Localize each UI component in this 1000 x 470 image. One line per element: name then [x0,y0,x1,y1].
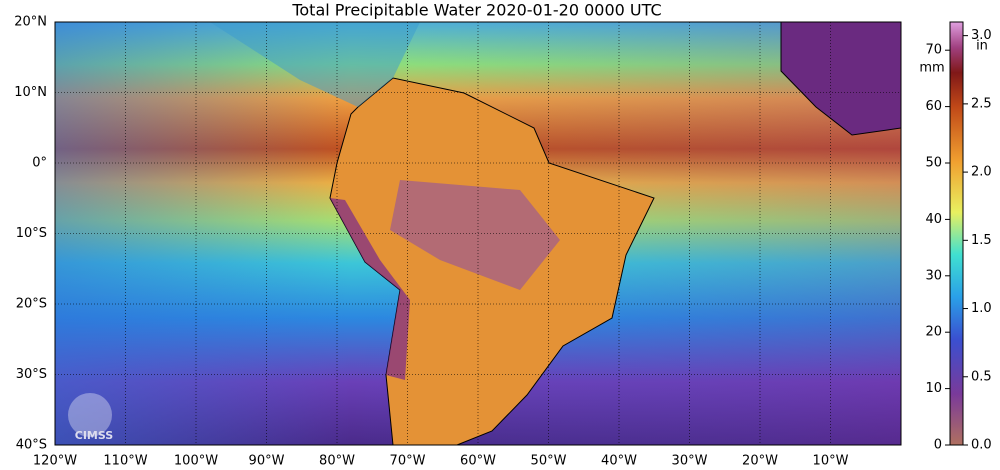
lon-tick-label: 40°W [601,454,637,469]
lat-tick-label: 10°S [16,226,47,241]
in-tick-label: 0.5 [971,369,992,384]
colorbar-unit-in: in [976,39,988,54]
mm-tick-label: 10 [925,381,942,396]
lon-tick-label: 90°W [249,454,285,469]
mm-tick-label: 30 [925,268,942,283]
lon-tick-label: 120°W [33,454,77,469]
lat-tick-label: 40°S [16,438,47,453]
logo-globe [68,393,112,437]
lon-tick-label: 50°W [531,454,567,469]
lon-tick-label: 100°W [174,454,218,469]
moisture-core [390,180,560,290]
in-tick-label: 1.0 [971,301,992,316]
in-tick-label: 2.5 [971,96,992,111]
lon-tick-label: 20°W [742,454,778,469]
title: Total Precipitable Water 2020-01-20 0000… [291,1,661,20]
in-tick-label: 3.0 [971,28,992,43]
andes [330,198,410,380]
central-america [210,22,420,107]
mm-tick-label: 70 [925,43,942,58]
colorbar-unit-mm: mm [919,61,944,76]
lat-tick-label: 30°S [16,367,47,382]
in-tick-label: 1.5 [971,233,992,248]
lat-tick-label: 10°N [14,85,47,100]
lat-tick-label: 20°S [16,297,47,312]
lon-tick-label: 80°W [319,454,355,469]
mm-tick-label: 0 [934,438,942,453]
colorbar: mm in 0 10 20 30 40 50 60 70 0.0 0.5 1.0 1.5 2.0 2.5 3… [919,21,992,453]
lat-tick-label: 20°N [14,15,47,30]
mm-tick-label: 50 [925,156,942,171]
in-tick-label: 0.0 [971,438,992,453]
in-tick-label: 2.0 [971,165,992,180]
colorbar-scale [949,21,964,446]
map: CIMSS [54,21,902,446]
lon-tick-label: 10°W [813,454,849,469]
lon-tick-label: 60°W [460,454,496,469]
mm-tick-label: 20 [925,325,942,340]
map-frame [54,21,902,446]
lon-tick-label: 70°W [390,454,426,469]
lat-tick-label: 0° [32,156,47,171]
lon-tick-label: 110°W [103,454,147,469]
mm-tick-label: 60 [925,99,942,114]
mm-tick-label: 40 [925,212,942,227]
lon-tick-label: 30°W [672,454,708,469]
logo-text: CIMSS [75,429,114,442]
